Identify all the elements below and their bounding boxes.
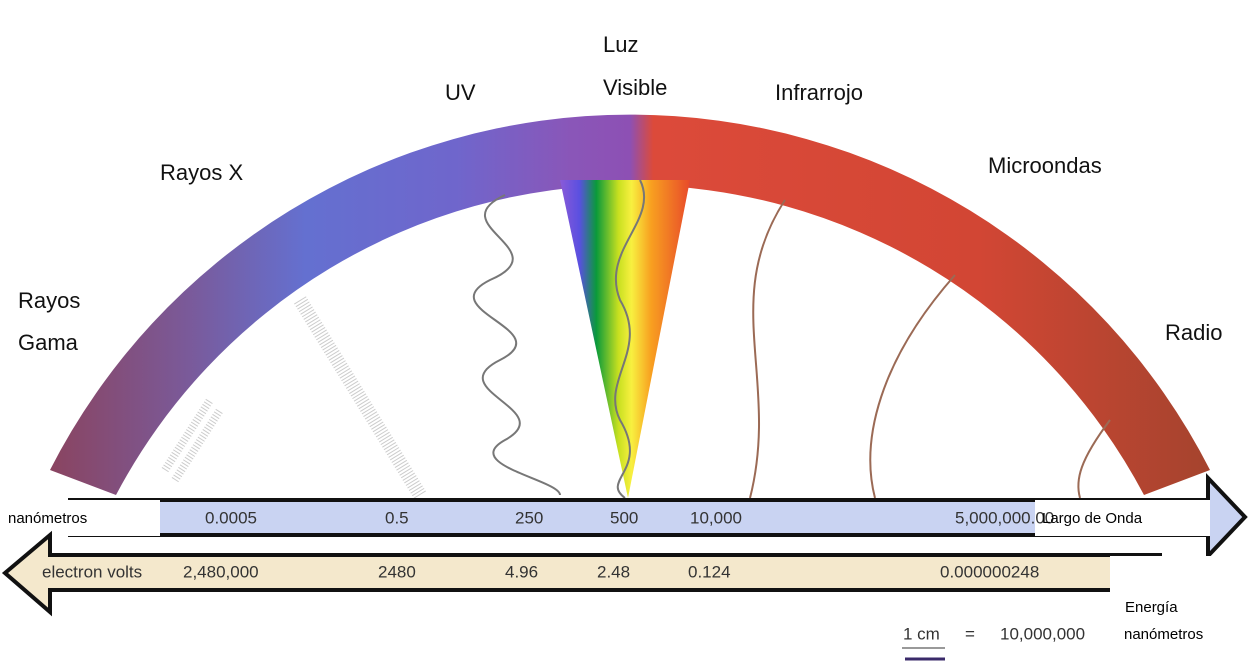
band-label: Gama [18,330,79,355]
axis-title: Energía [1125,599,1178,616]
wavelength-value: 0.5 [385,508,409,527]
spectrum-diagram: Rayos Gama Rayos X UV Luz Visible Infrar… [0,0,1249,666]
energy-value: 2480 [378,562,416,581]
scale-value: 10,000,000 [1000,624,1085,643]
axis-title: Largo de Onda [1042,510,1143,527]
band-label: Radio [1165,320,1222,345]
label-box [1110,556,1220,596]
wave [165,400,220,480]
band-label: Visible [603,75,667,100]
band-label: Rayos X [160,160,243,185]
band-label: Infrarrojo [775,80,863,105]
wavelength-value: 500 [610,508,638,527]
wavelength-value: 250 [515,508,543,527]
visible-wedge [560,180,690,498]
band-label: UV [445,80,476,105]
energy-value: 0.124 [688,562,731,581]
energy-value: 0.000000248 [940,562,1039,581]
scale-unit: nanómetros [1124,626,1203,643]
band-label: Luz [603,32,638,57]
wavelength-value: 10,000 [690,508,742,527]
scale-equals: = [965,624,975,643]
unit-label: electron volts [42,562,142,581]
unit-label: nanómetros [8,510,87,527]
wavelength-value: 0.0005 [205,508,257,527]
energy-value: 4.96 [505,562,538,581]
scale: 1 cm = 10,000,000 nanómetros [902,624,1203,659]
energy-value: 2,480,000 [183,562,259,581]
band-label: Rayos [18,288,80,313]
wave [1078,420,1110,498]
wave [870,275,955,498]
wave [474,195,560,495]
band-label: Microondas [988,153,1102,178]
wavelength-value: 5,000,000.00 [955,508,1054,527]
wave [750,200,785,498]
wave [300,300,420,495]
scale-length: 1 cm [903,624,940,643]
energy-value: 2.48 [597,562,630,581]
